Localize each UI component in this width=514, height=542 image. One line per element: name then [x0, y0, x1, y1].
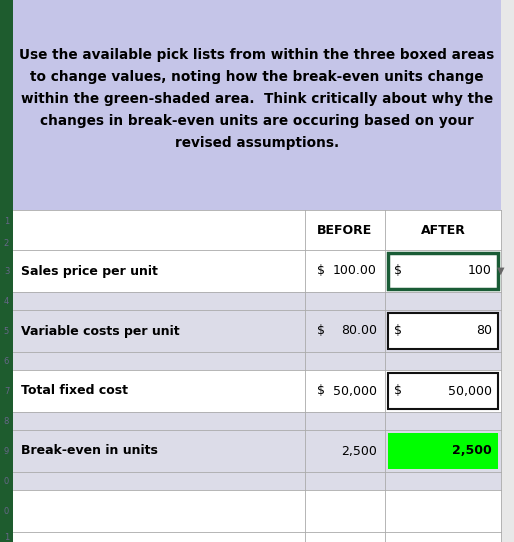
Text: $: $	[394, 325, 402, 338]
Bar	[388, 373, 498, 409]
Bar	[385, 532, 501, 542]
Bar	[305, 472, 385, 490]
Bar	[13, 370, 305, 412]
Bar	[385, 490, 501, 532]
Bar	[385, 352, 501, 370]
Text: 5: 5	[4, 326, 9, 335]
Text: 80.00: 80.00	[341, 325, 377, 338]
Bar	[305, 310, 385, 352]
Text: $: $	[317, 264, 325, 278]
Text: 9: 9	[4, 447, 9, 455]
Text: 6: 6	[4, 357, 9, 365]
Text: 3: 3	[4, 267, 9, 275]
Bar	[305, 352, 385, 370]
Bar	[13, 292, 305, 310]
Text: Sales price per unit: Sales price per unit	[21, 264, 158, 278]
Bar	[385, 412, 501, 430]
Bar	[13, 472, 305, 490]
Text: within the green-shaded area.  Think critically about why the: within the green-shaded area. Think crit…	[21, 92, 493, 106]
Text: 1: 1	[4, 217, 9, 227]
Text: changes in break-even units are occuring based on your: changes in break-even units are occuring…	[40, 114, 474, 128]
Text: Total fixed cost: Total fixed cost	[21, 384, 128, 397]
Text: 1: 1	[4, 532, 9, 541]
Bar	[388, 433, 498, 469]
Bar	[385, 250, 501, 292]
Text: $: $	[394, 384, 402, 397]
Text: 2,500: 2,500	[452, 444, 492, 457]
Bar	[305, 430, 385, 472]
Bar	[13, 532, 305, 542]
Text: 80: 80	[476, 325, 492, 338]
Bar	[385, 210, 501, 250]
Bar	[388, 313, 498, 349]
Text: BEFORE: BEFORE	[317, 223, 373, 236]
Bar	[388, 253, 498, 289]
Text: 2,500: 2,500	[341, 444, 377, 457]
Text: 100.00: 100.00	[333, 264, 377, 278]
Bar	[501, 0, 514, 210]
Text: to change values, noting how the break-even units change: to change values, noting how the break-e…	[30, 70, 484, 84]
Text: $: $	[317, 384, 325, 397]
Text: ▼: ▼	[497, 266, 505, 276]
Bar	[13, 310, 305, 352]
Bar	[385, 310, 501, 352]
Bar	[13, 250, 305, 292]
Bar	[388, 253, 498, 289]
Bar	[305, 250, 385, 292]
Text: 2: 2	[4, 240, 9, 248]
Bar	[385, 370, 501, 412]
Bar	[305, 292, 385, 310]
Text: 0: 0	[4, 476, 9, 486]
Bar	[305, 210, 385, 250]
Text: AFTER: AFTER	[420, 223, 466, 236]
Text: revised assumptions.: revised assumptions.	[175, 136, 339, 150]
Bar	[13, 490, 305, 532]
Bar	[388, 313, 498, 349]
Bar	[388, 373, 498, 409]
Bar	[385, 292, 501, 310]
Text: 100: 100	[468, 264, 492, 278]
Bar	[305, 532, 385, 542]
Text: Use the available pick lists from within the three boxed areas: Use the available pick lists from within…	[20, 48, 494, 62]
Bar	[13, 412, 305, 430]
Bar	[501, 210, 514, 542]
Text: Variable costs per unit: Variable costs per unit	[21, 325, 179, 338]
Text: 7: 7	[4, 386, 9, 396]
Bar	[385, 472, 501, 490]
Text: 0: 0	[4, 507, 9, 515]
Text: Break-even in units: Break-even in units	[21, 444, 158, 457]
Bar	[305, 370, 385, 412]
Text: 50,000: 50,000	[448, 384, 492, 397]
Bar	[13, 430, 305, 472]
Bar	[305, 490, 385, 532]
Bar	[385, 430, 501, 472]
Bar	[13, 210, 305, 250]
Bar	[0, 0, 514, 210]
Bar	[305, 412, 385, 430]
Bar	[0, 0, 13, 210]
Bar	[0, 210, 13, 542]
Text: 4: 4	[4, 296, 9, 306]
Text: $: $	[317, 325, 325, 338]
Bar	[13, 352, 305, 370]
Text: $: $	[394, 264, 402, 278]
Text: 8: 8	[4, 416, 9, 425]
Text: 50,000: 50,000	[333, 384, 377, 397]
